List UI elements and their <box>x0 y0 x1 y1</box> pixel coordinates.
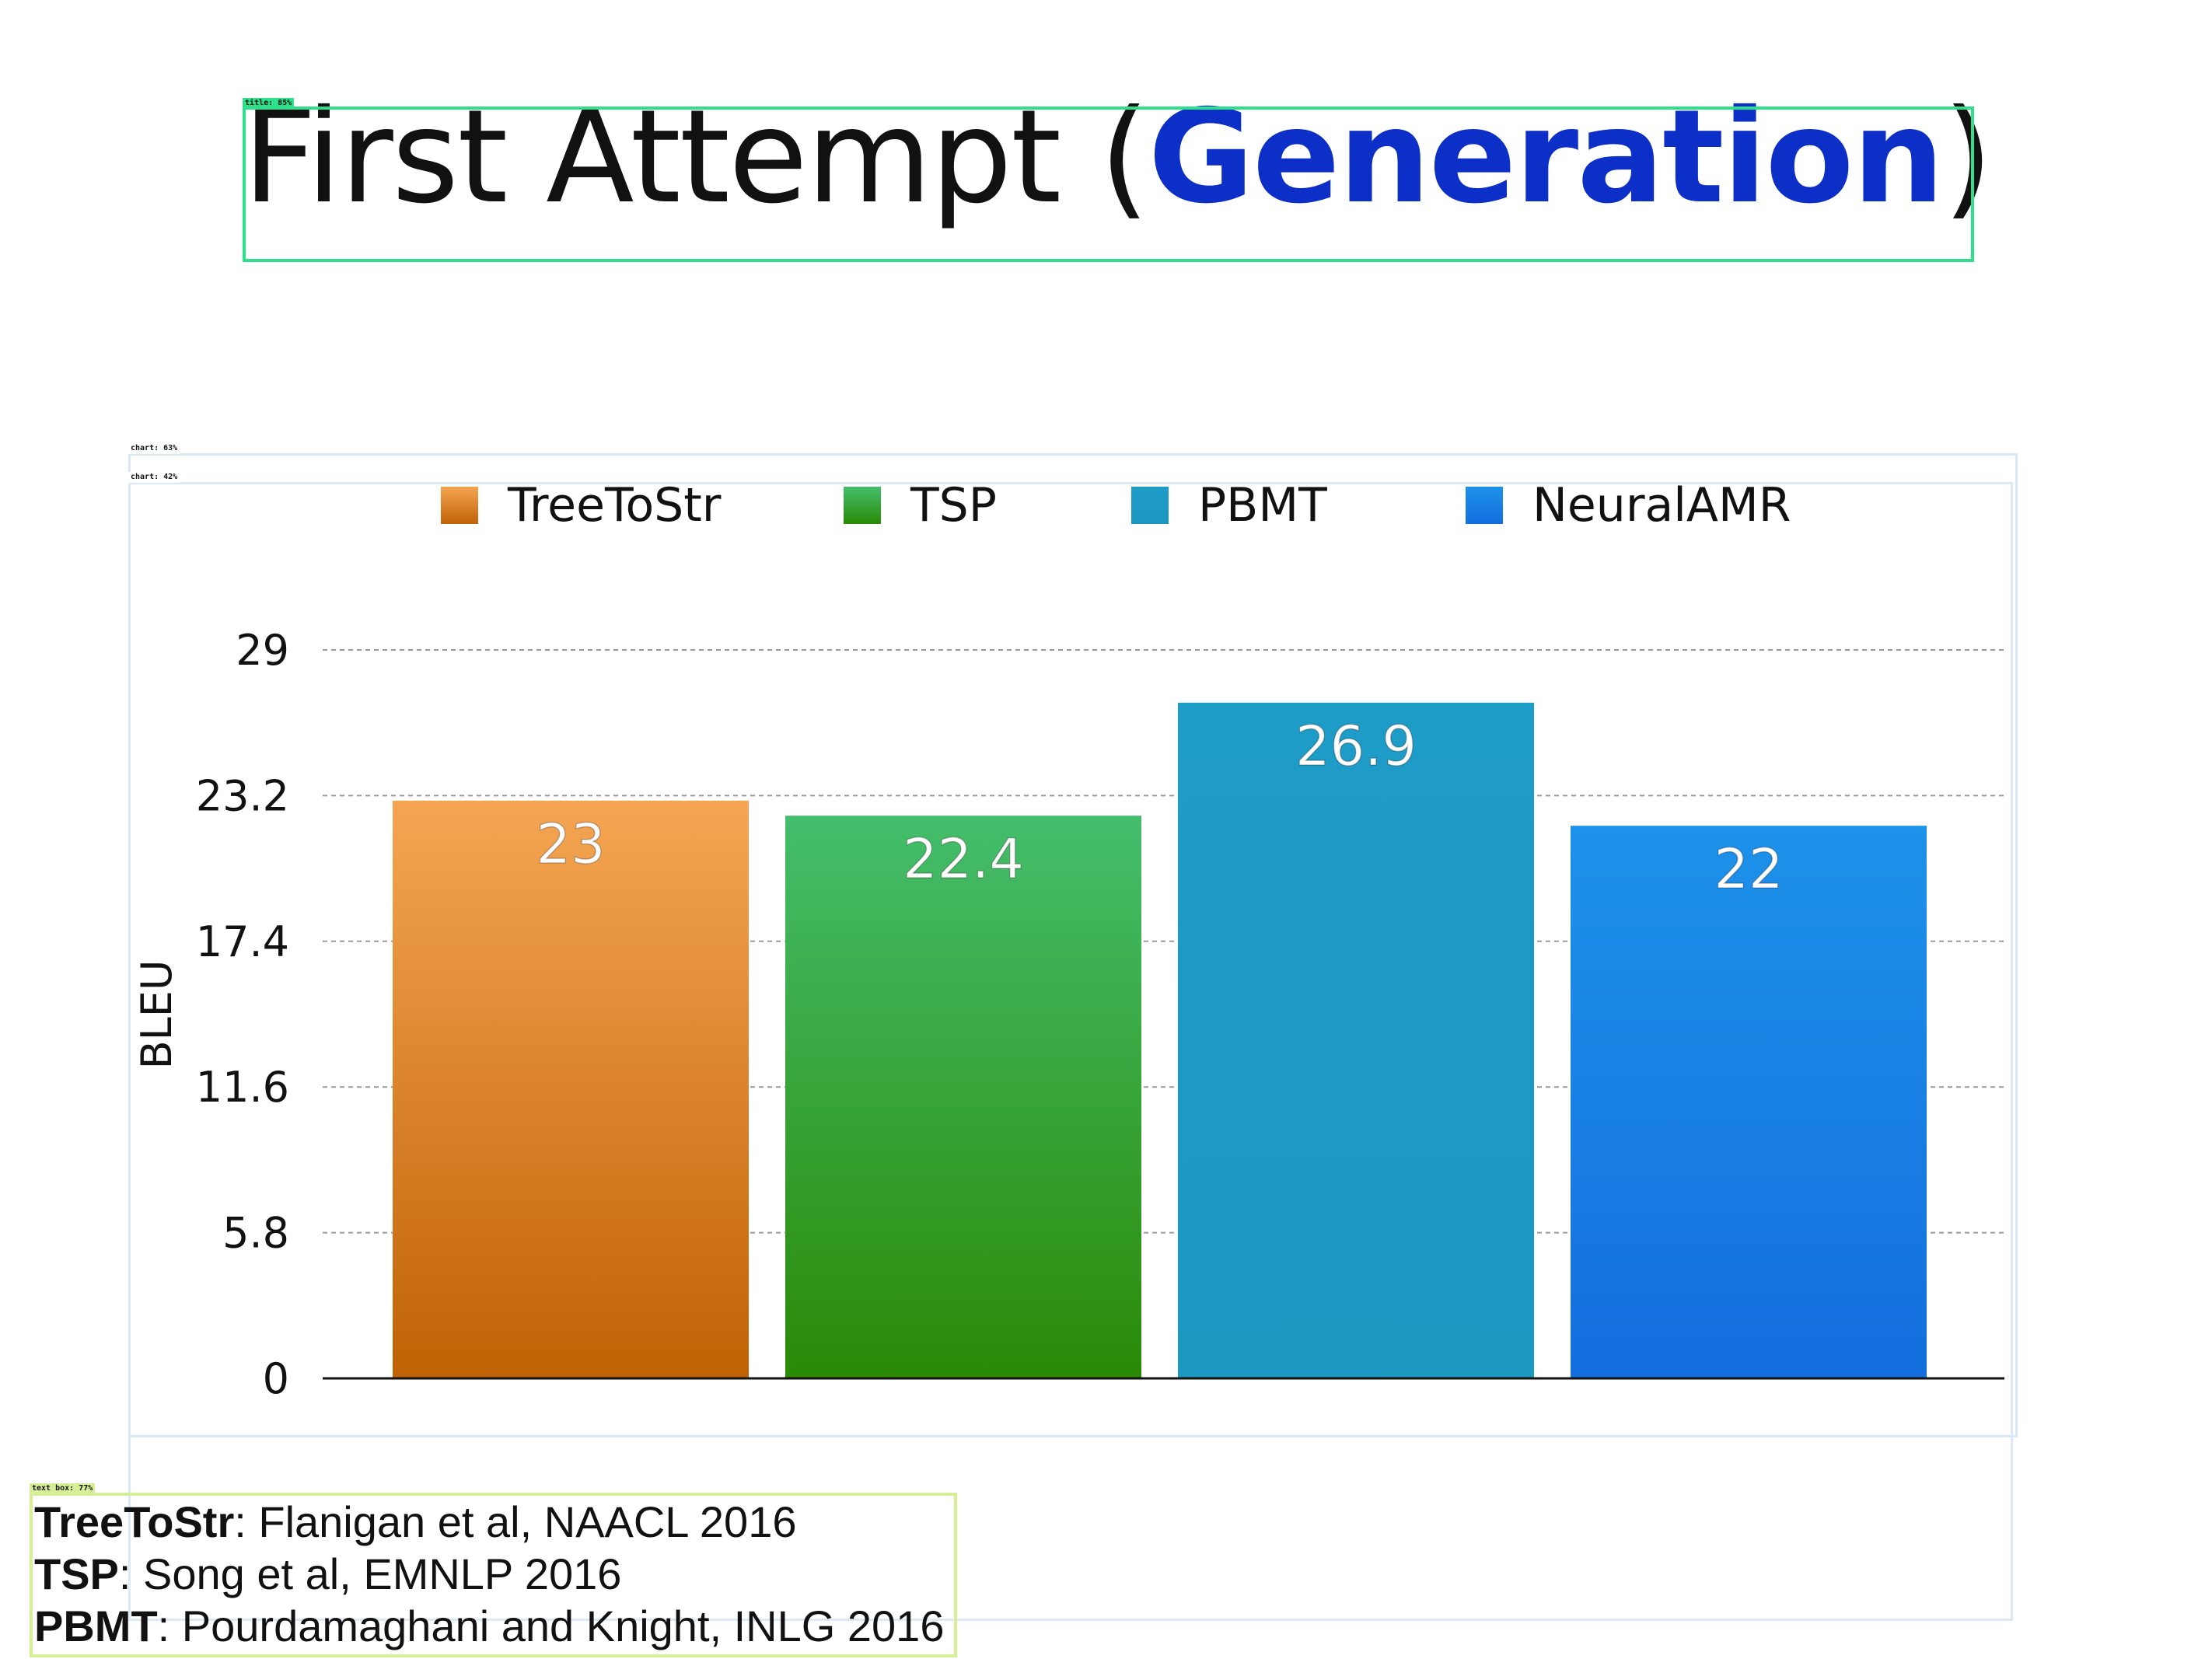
legend-swatch-tsp <box>844 487 881 524</box>
y-tick-label: 17.4 <box>196 917 289 966</box>
bar-neuralamr <box>1571 826 1927 1378</box>
detection-tag-chart-outer: chart: 63% <box>128 443 180 454</box>
reference-name: TSP <box>34 1549 119 1598</box>
bars <box>393 702 1927 1378</box>
y-tick-label: 23.2 <box>196 771 289 820</box>
reference-citation: : Flanigan et al, NAACL 2016 <box>234 1497 797 1546</box>
reference-citation: : Pourdamaghani and Knight, INLG 2016 <box>157 1601 945 1650</box>
y-tick-label: 5.8 <box>222 1209 289 1258</box>
detection-box-title <box>243 107 1974 262</box>
bar-treetostr <box>393 800 749 1378</box>
title-suffix: ) <box>1942 82 1994 232</box>
detection-box-text <box>30 1493 957 1657</box>
y-tick-label: 11.6 <box>196 1063 289 1112</box>
bar-value-label: 23 <box>536 812 605 876</box>
detection-tag-title: title: 85% <box>243 98 295 109</box>
references-list: TreeToStr: Flanigan et al, NAACL 2016 TS… <box>34 1496 944 1652</box>
detection-tag-chart-inner: chart: 42% <box>128 472 180 483</box>
slide-title: First Attempt (Generation) <box>243 93 1993 222</box>
legend-swatch-pbmt <box>1131 487 1169 524</box>
y-tick-label: 29 <box>236 626 289 675</box>
y-axis-ticks: 0 5.8 11.6 17.4 23.2 29 <box>196 626 289 1403</box>
legend-label: TreeToStr <box>507 478 722 533</box>
bar-value-label: 22.4 <box>903 827 1024 891</box>
legend-label: NeuralAMR <box>1532 478 1791 533</box>
legend-label: PBMT <box>1198 478 1327 533</box>
bar-value-label: 26.9 <box>1295 714 1417 778</box>
reference-item: TSP: Song et al, EMNLP 2016 <box>34 1548 944 1600</box>
bar-tsp <box>785 816 1141 1378</box>
reference-item: TreeToStr: Flanigan et al, NAACL 2016 <box>34 1496 944 1548</box>
title-prefix: First Attempt ( <box>243 82 1150 232</box>
bar-pbmt <box>1178 702 1534 1378</box>
value-labels: 23 22.4 26.9 22 <box>536 714 1784 902</box>
legend: TreeToStr TSP PBMT NeuralAMR <box>441 478 1791 533</box>
reference-name: TreeToStr <box>34 1497 235 1546</box>
legend-swatch-treetostr <box>441 487 478 524</box>
bar-value-label: 22 <box>1714 837 1783 901</box>
y-tick-label: 0 <box>263 1354 289 1403</box>
legend-swatch-neuralamr <box>1466 487 1503 524</box>
reference-item: PBMT: Pourdamaghani and Knight, INLG 201… <box>34 1600 944 1652</box>
reference-citation: : Song et al, EMNLP 2016 <box>118 1549 622 1598</box>
y-axis-label: BLEU <box>132 960 181 1070</box>
legend-label: TSP <box>910 478 997 533</box>
detection-box-chart-inner <box>128 482 2013 1621</box>
reference-name: PBMT <box>34 1601 158 1650</box>
title-accent: Generation <box>1148 82 1945 232</box>
grid-lines <box>323 649 2004 1234</box>
detection-tag-text: text box: 77% <box>30 1483 96 1494</box>
